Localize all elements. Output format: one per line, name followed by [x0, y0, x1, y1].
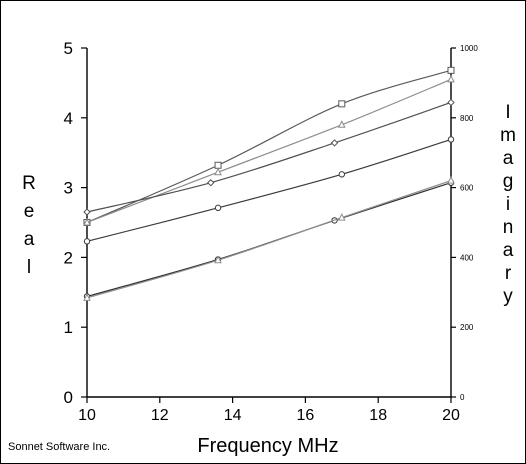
- y-axis-right-label-letter: a: [503, 148, 514, 169]
- series-line-3: [86, 101, 452, 213]
- y-tick-label-right: 0: [460, 393, 465, 402]
- data-point-triangle: [447, 176, 455, 184]
- data-point-triangle: [337, 120, 346, 128]
- y-tick-label-left: 2: [64, 248, 73, 267]
- y-axis-right-label-letter: I: [505, 102, 510, 123]
- y-tick-label-left: 4: [64, 109, 73, 128]
- data-point-diamond: [207, 179, 215, 187]
- data-point-triangle: [83, 293, 91, 301]
- y-tick-label-right: 1000: [460, 44, 478, 53]
- data-point-triangle: [337, 212, 346, 221]
- data-point-circle: [83, 238, 91, 245]
- data-point-square: [214, 161, 222, 169]
- y-axis-right-label-letter: a: [503, 240, 514, 261]
- x-tick-label: 14: [224, 407, 242, 424]
- y-axis-left-label-letter: l: [27, 257, 31, 278]
- y-tick-label-left: 3: [64, 179, 73, 198]
- y-axis-left-label-letter: R: [22, 173, 36, 194]
- data-point-circle: [214, 204, 222, 212]
- y-axis-right-label-letter: i: [506, 194, 510, 215]
- y-tick-label-left: 0: [64, 388, 73, 407]
- series-line-2: [86, 78, 452, 224]
- x-tick-label: 18: [369, 407, 387, 424]
- x-tick-label: 16: [297, 407, 315, 424]
- data-point-triangle: [214, 167, 222, 176]
- x-tick-label: 12: [151, 407, 169, 424]
- data-point-triangle: [83, 217, 91, 226]
- credit-text: Sonnet Software Inc.: [8, 441, 110, 453]
- series-line-6: [86, 180, 452, 299]
- data-point-triangle: [447, 74, 455, 83]
- y-axis-left-label-letter: a: [24, 229, 35, 250]
- x-tick-label: 20: [442, 407, 460, 424]
- data-point-diamond: [83, 208, 91, 216]
- data-point-circle: [447, 136, 455, 143]
- y-axis-right-label-letter: y: [503, 286, 513, 307]
- y-tick-label-right: 400: [460, 253, 474, 262]
- data-point-circle: [338, 171, 345, 178]
- series-line-1: [86, 69, 452, 224]
- y-axis-right-label-letter: r: [505, 263, 512, 284]
- y-tick-label-left: 1: [64, 318, 73, 337]
- y-tick-label-right: 600: [460, 184, 474, 193]
- y-axis-left-label-letter: e: [24, 201, 35, 222]
- data-point-square: [447, 66, 455, 74]
- data-point-diamond: [447, 98, 455, 107]
- y-axis-right-label-letter: g: [503, 171, 514, 192]
- x-axis-label: Frequency MHz: [197, 435, 338, 457]
- y-axis-right-label-letter: m: [500, 125, 516, 146]
- data-point-square: [338, 100, 346, 108]
- data-point-triangle: [214, 255, 222, 264]
- y-axis-right-label-letter: n: [503, 217, 514, 238]
- y-tick-label-left: 5: [64, 39, 73, 58]
- y-tick-label-right: 200: [460, 323, 474, 332]
- data-point-diamond: [330, 139, 339, 147]
- y-tick-label-right: 800: [460, 114, 474, 123]
- series-line-4: [86, 138, 452, 242]
- x-tick-label: 10: [78, 407, 96, 424]
